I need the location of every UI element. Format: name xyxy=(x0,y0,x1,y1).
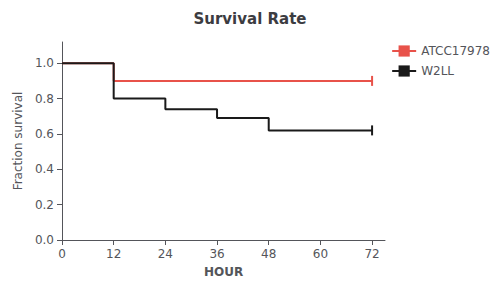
svg-text:Fraction survival: Fraction survival xyxy=(11,92,25,191)
svg-text:1.0: 1.0 xyxy=(35,56,54,70)
svg-text:0.2: 0.2 xyxy=(35,198,54,212)
svg-text:12: 12 xyxy=(106,247,121,261)
svg-text:36: 36 xyxy=(209,247,224,261)
svg-text:HOUR: HOUR xyxy=(204,265,243,279)
svg-text:0.0: 0.0 xyxy=(35,233,54,247)
svg-text:W2LL: W2LL xyxy=(421,64,454,78)
svg-text:0.6: 0.6 xyxy=(35,127,54,141)
svg-text:0.4: 0.4 xyxy=(35,162,54,176)
svg-text:60: 60 xyxy=(313,247,328,261)
svg-text:0.8: 0.8 xyxy=(35,92,54,106)
svg-text:0: 0 xyxy=(58,247,66,261)
svg-text:48: 48 xyxy=(261,247,276,261)
svg-text:72: 72 xyxy=(364,247,379,261)
svg-text:ATCC17978: ATCC17978 xyxy=(421,44,490,58)
svg-text:24: 24 xyxy=(158,247,173,261)
svg-text:Survival Rate: Survival Rate xyxy=(193,10,306,28)
